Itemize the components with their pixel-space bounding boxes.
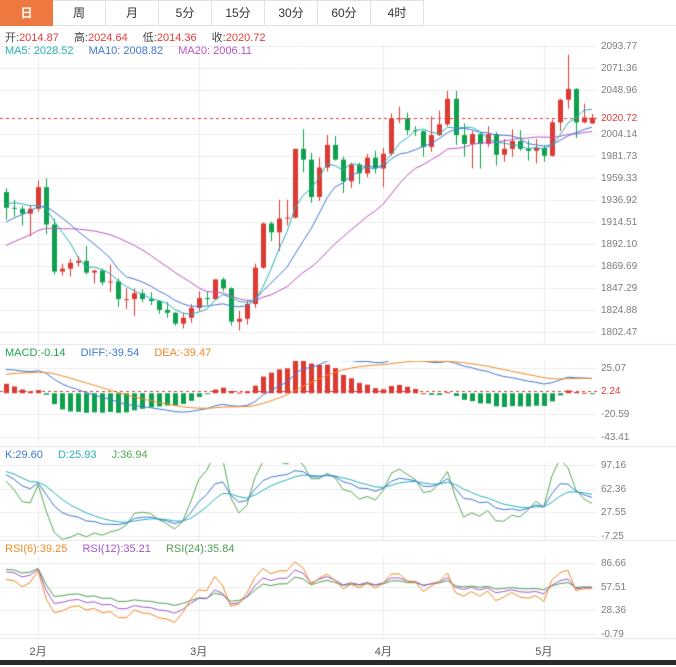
open-value: 2014.87 — [19, 32, 59, 44]
high-label: 高: — [73, 32, 88, 44]
x-axis-month-label: 3月 — [190, 646, 208, 658]
dea-value: DEA:-39.47 — [154, 347, 212, 359]
tab-30min[interactable]: 30分 — [265, 0, 318, 26]
axis-tick-label: -20.59 — [601, 409, 630, 420]
d-value: D:25.93 — [57, 449, 97, 461]
ma10-legend: MA10: 2008.82 — [88, 45, 164, 57]
x-axis-month-label: 5月 — [535, 646, 553, 658]
macd-value: MACD:-0.14 — [5, 347, 66, 359]
axis-tick-label: 28.36 — [601, 605, 627, 617]
k-value: K:29.60 — [5, 449, 43, 461]
low-quote: 低:2014.36 — [143, 32, 197, 44]
axis-tick-label: 57.51 — [601, 581, 627, 593]
axis-tick-label: 62.36 — [601, 483, 627, 495]
tab-4hour[interactable]: 4时 — [371, 0, 424, 26]
axis-tick-label: 1869.69 — [601, 261, 638, 272]
axis-tick-label: 97.16 — [601, 460, 627, 471]
tab-weekly[interactable]: 周 — [53, 0, 106, 26]
bottom-scrollbar[interactable] — [0, 660, 676, 665]
axis-tick-label: 1847.29 — [601, 282, 638, 294]
axis-tick-label: -0.79 — [601, 629, 624, 640]
current-value-axis-label: 2.24 — [601, 386, 621, 397]
macd-legend-row: MACD:-0.14 DIFF:-39.54 DEA:-39.47 — [5, 347, 223, 359]
j-value: J:36.94 — [111, 449, 148, 461]
axis-tick-label: 25.07 — [601, 363, 627, 374]
tab-daily[interactable]: 日 — [0, 0, 53, 26]
axis-tick-label: 1802.47 — [601, 327, 638, 338]
low-value: 2014.36 — [156, 32, 197, 44]
axis-tick-label: 1892.10 — [601, 239, 638, 250]
close-value: 2020.72 — [225, 32, 266, 44]
x-axis-month-label: 4月 — [374, 646, 392, 658]
axis-tick-label: -7.25 — [601, 531, 624, 542]
high-quote: 高:2024.64 — [74, 32, 128, 44]
diff-value: DIFF:-39.54 — [80, 347, 140, 359]
axis-tick-label: 2093.77 — [601, 41, 638, 52]
ma-legend-row: MA5: 2028.52 MA10: 2008.82 MA20: 2006.11 — [5, 45, 264, 57]
axis-tick-label: 1936.92 — [601, 194, 638, 206]
tab-15min[interactable]: 15分 — [212, 0, 265, 26]
high-value: 2024.64 — [87, 32, 128, 44]
rsi12-value: RSI(12):35.21 — [82, 543, 151, 555]
close-label: 收: — [211, 32, 226, 44]
current-value-axis-label: 2020.72 — [601, 112, 638, 124]
axis-tick-label: 86.66 — [601, 558, 627, 569]
ma20-legend: MA20: 2006.11 — [178, 45, 253, 57]
axis-tick-label: 1981.73 — [601, 151, 638, 162]
axis-tick-label: 1959.33 — [601, 172, 638, 184]
tab-60min[interactable]: 60分 — [318, 0, 371, 26]
axis-tick-label: 1824.88 — [601, 304, 638, 316]
tab-monthly[interactable]: 月 — [106, 0, 159, 26]
axis-tick-label: 27.55 — [601, 507, 627, 519]
rsi-legend-row: RSI(6):39.25 RSI(12):35.21 RSI(24):35.84 — [5, 543, 246, 555]
axis-tick-label: 1914.51 — [601, 216, 638, 228]
ohlc-summary-row: 开:2014.87 高:2024.64 低:2014.36 收:2020.72 — [5, 29, 278, 45]
axis-tick-label: -43.41 — [601, 432, 630, 443]
rsi24-value: RSI(24):35.84 — [165, 543, 235, 555]
tab-5min[interactable]: 5分 — [159, 0, 212, 26]
rsi6-value: RSI(6):39.25 — [5, 543, 68, 555]
ma5-legend: MA5: 2028.52 — [5, 45, 74, 57]
axis-tick-label: 2048.96 — [601, 84, 638, 96]
open-label: 开: — [5, 32, 20, 44]
low-label: 低: — [142, 32, 157, 44]
open-quote: 开:2014.87 — [5, 32, 59, 44]
axis-tick-label: 2004.14 — [601, 128, 638, 140]
x-axis-month-label: 2月 — [29, 646, 47, 658]
kdj-legend-row: K:29.60 D:25.93 J:36.94 — [5, 449, 160, 461]
axis-tick-label: 2071.36 — [601, 63, 638, 74]
timeframe-toolbar: 日 周 月 5分 15分 30分 60分 4时 — [0, 0, 676, 26]
close-quote: 收:2020.72 — [212, 32, 266, 44]
